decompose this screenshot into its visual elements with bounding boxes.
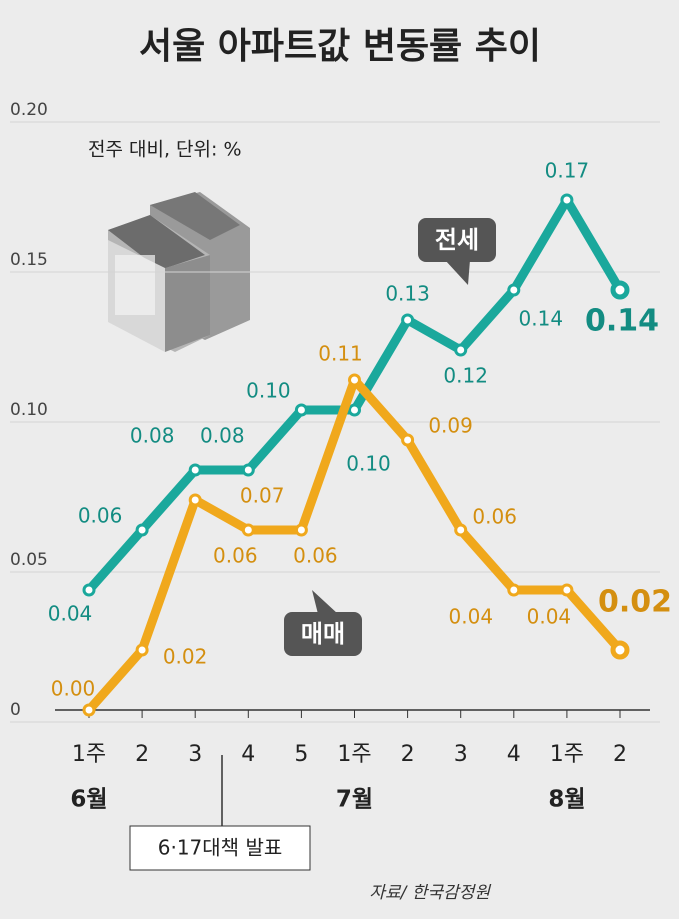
legend-pointer: [445, 260, 470, 285]
legend-box: [284, 612, 362, 656]
point: [241, 523, 255, 537]
x-tick-label: 2: [135, 742, 149, 767]
point: [348, 403, 361, 417]
data-label: 0.12: [443, 364, 488, 388]
legend-label: 매매: [301, 620, 345, 648]
point: [454, 343, 468, 357]
x-tick-label: 4: [507, 742, 521, 767]
data-label: 0.06: [472, 505, 517, 529]
data-label: 0.04: [527, 605, 572, 629]
point: [82, 583, 96, 597]
x-tick-label: 1주: [337, 742, 371, 767]
data-label: 0.06: [293, 544, 338, 568]
source: 자료/ 한국감정원: [369, 883, 491, 903]
point: [188, 463, 202, 477]
point: [294, 403, 308, 417]
point: [241, 463, 255, 477]
data-label: 0.14: [585, 304, 659, 339]
building-icon: [108, 192, 250, 352]
data-label: 0.09: [428, 414, 473, 438]
point: [135, 643, 149, 657]
y-tick-label: 0.05: [10, 550, 48, 570]
point: [610, 640, 630, 660]
point: [560, 193, 574, 207]
x-tick-label: 4: [241, 742, 255, 767]
data-label: 0.06: [78, 504, 123, 528]
point: [294, 523, 308, 537]
data-label: 0.04: [449, 605, 494, 629]
point: [135, 523, 149, 537]
point: [348, 373, 361, 387]
data-label: 0.02: [598, 585, 672, 620]
legend-box: [418, 218, 496, 262]
x-tick-label: 3: [188, 742, 202, 767]
data-label: 0.07: [240, 484, 285, 508]
y-tick-label: 0.10: [10, 400, 48, 420]
data-label: 0.13: [385, 282, 430, 306]
data-label: 0.06: [213, 544, 258, 568]
x-tick-label: 1주: [550, 742, 584, 767]
legend-pointer: [312, 590, 338, 614]
month-label: 7월: [336, 787, 373, 813]
point: [507, 583, 521, 597]
x-tick-label: 2: [401, 742, 415, 767]
point: [188, 493, 202, 507]
subtitle: 전주 대비, 단위: %: [88, 139, 242, 161]
x-tick-label: 5: [294, 742, 308, 767]
point: [401, 433, 415, 447]
data-label: 0.10: [246, 379, 291, 403]
y-tick-label: 0.15: [10, 250, 48, 270]
month-label: 8월: [548, 787, 585, 813]
data-label: 0.10: [346, 452, 391, 476]
y-tick-label: 0.20: [10, 100, 48, 120]
data-label: 0.02: [163, 645, 208, 669]
x-tick-label: 3: [454, 742, 468, 767]
point: [82, 703, 96, 717]
point: [610, 280, 630, 300]
annotation-box: [129, 825, 311, 871]
data-label: 0.08: [200, 424, 245, 448]
point: [507, 283, 521, 297]
data-label: 0.11: [318, 342, 363, 366]
data-label: 0.08: [130, 424, 175, 448]
data-label: 0.17: [545, 159, 590, 183]
point: [401, 313, 415, 327]
point: [454, 523, 468, 537]
x-tick-label: 2: [613, 742, 627, 767]
data-label: 0.00: [51, 677, 96, 701]
y-tick-label: 0: [10, 700, 21, 720]
annotation: 6·17대책 발표: [158, 836, 283, 860]
legend-label: 전세: [435, 226, 479, 254]
x-tick-label: 1주: [72, 742, 106, 767]
data-label: 0.04: [48, 602, 93, 626]
point: [560, 583, 574, 597]
data-label: 0.14: [519, 307, 564, 331]
chart-title: 서울 아파트값 변동률 추이: [139, 26, 541, 67]
month-label: 6월: [70, 787, 107, 813]
